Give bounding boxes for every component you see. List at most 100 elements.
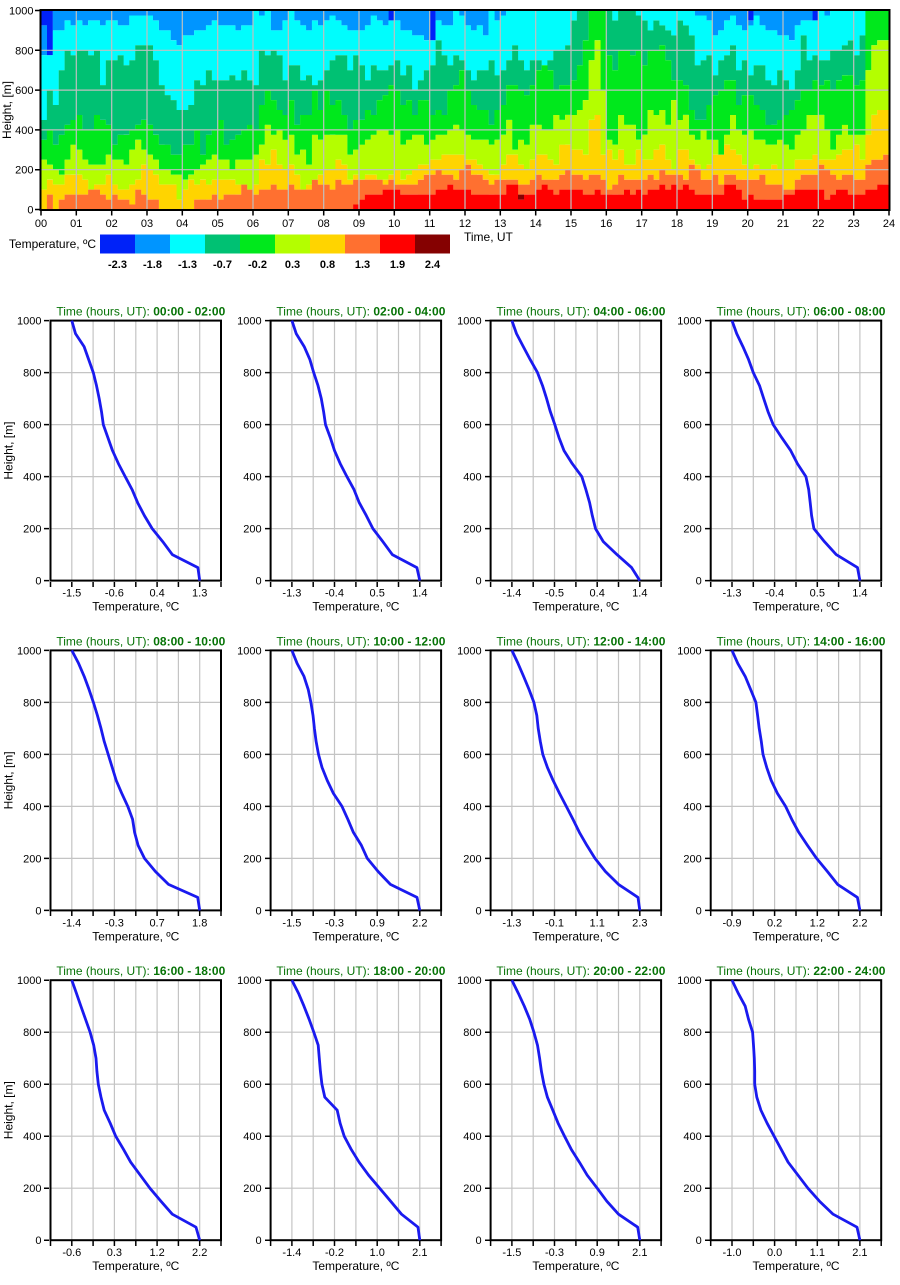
svg-text:200: 200 [683,524,701,536]
svg-text:1000: 1000 [17,975,41,987]
svg-text:400: 400 [243,1131,261,1143]
svg-text:-1.4: -1.4 [62,917,81,929]
svg-text:03: 03 [141,218,153,230]
svg-text:Temperature, ºC: Temperature, ºC [92,600,179,614]
svg-text:-2.3: -2.3 [108,259,127,271]
svg-text:Height, [m]: Height, [m] [2,1081,16,1139]
svg-text:1.2: 1.2 [149,1247,164,1259]
svg-text:Time (hours, UT): 12:00 - 14:0: Time (hours, UT): 12:00 - 14:00 [496,634,665,648]
svg-text:1.4: 1.4 [852,588,867,600]
svg-text:600: 600 [23,420,41,432]
svg-text:200: 200 [243,1183,261,1195]
svg-text:400: 400 [683,1131,701,1143]
svg-text:09: 09 [353,218,365,230]
svg-text:0.3: 0.3 [285,259,300,271]
svg-text:Time, UT: Time, UT [464,230,514,244]
svg-text:400: 400 [23,801,41,813]
svg-text:Height, [m]: Height, [m] [2,751,16,809]
svg-text:00: 00 [35,218,47,230]
svg-text:0: 0 [475,905,481,917]
svg-text:Temperature, ºC: Temperature, ºC [312,929,399,943]
svg-text:07: 07 [282,218,294,230]
svg-text:Temperature, ºC: Temperature, ºC [752,1259,839,1273]
svg-text:-0.4: -0.4 [325,588,344,600]
svg-text:200: 200 [15,165,33,177]
svg-text:0.4: 0.4 [149,588,164,600]
svg-text:-0.2: -0.2 [325,1247,344,1259]
svg-text:400: 400 [463,472,481,484]
svg-text:1000: 1000 [17,316,41,328]
svg-text:Temperature, ºC: Temperature, ºC [752,929,839,943]
svg-text:1.0: 1.0 [370,1247,385,1259]
svg-text:800: 800 [463,1027,481,1039]
svg-text:2.1: 2.1 [852,1247,867,1259]
svg-text:600: 600 [463,749,481,761]
svg-text:23: 23 [848,218,860,230]
svg-text:0: 0 [696,1235,702,1247]
svg-text:0: 0 [255,1235,261,1247]
svg-text:22: 22 [812,218,824,230]
svg-text:Height, [m]: Height, [m] [2,422,16,480]
svg-text:2.4: 2.4 [425,259,441,271]
svg-text:0: 0 [35,576,41,588]
svg-text:0.7: 0.7 [149,917,164,929]
svg-text:1000: 1000 [237,975,261,987]
svg-text:800: 800 [243,368,261,380]
svg-text:Time (hours, UT): 10:00 - 12:0: Time (hours, UT): 10:00 - 12:00 [276,634,445,648]
svg-text:Time (hours, UT): 18:00 - 20:0: Time (hours, UT): 18:00 - 20:00 [276,964,445,978]
svg-text:200: 200 [683,853,701,865]
svg-text:200: 200 [243,524,261,536]
svg-text:-1.0: -1.0 [723,1247,742,1259]
svg-text:21: 21 [777,218,789,230]
svg-text:600: 600 [683,749,701,761]
svg-text:1.4: 1.4 [412,588,427,600]
svg-text:20: 20 [742,218,754,230]
svg-text:1.1: 1.1 [810,1247,825,1259]
svg-text:2.2: 2.2 [852,917,867,929]
svg-text:400: 400 [463,1131,481,1143]
svg-text:-1.4: -1.4 [282,1247,301,1259]
svg-text:2.1: 2.1 [632,1247,647,1259]
svg-text:Temperature, ºC: Temperature, ºC [532,600,619,614]
svg-text:800: 800 [23,697,41,709]
svg-text:0: 0 [35,905,41,917]
svg-text:12: 12 [459,218,471,230]
svg-text:0: 0 [35,1235,41,1247]
svg-text:1.2: 1.2 [810,917,825,929]
svg-text:Temperature, ºC: Temperature, ºC [9,237,96,251]
svg-text:24: 24 [883,218,895,230]
svg-text:04: 04 [176,218,188,230]
svg-text:-1.3: -1.3 [502,917,521,929]
svg-text:05: 05 [212,218,224,230]
svg-text:600: 600 [243,749,261,761]
svg-text:0: 0 [255,905,261,917]
svg-text:0.4: 0.4 [590,588,605,600]
svg-text:1000: 1000 [677,975,701,987]
svg-text:800: 800 [463,697,481,709]
svg-text:0.9: 0.9 [590,1247,605,1259]
svg-text:Time (hours, UT): 00:00 - 02:0: Time (hours, UT): 00:00 - 02:00 [56,305,225,319]
svg-text:-0.1: -0.1 [545,917,564,929]
svg-text:-1.4: -1.4 [502,588,521,600]
svg-text:0: 0 [27,205,33,217]
svg-text:800: 800 [243,1027,261,1039]
svg-text:-0.7: -0.7 [213,259,232,271]
svg-text:Temperature, ºC: Temperature, ºC [312,1259,399,1273]
svg-text:1000: 1000 [237,645,261,657]
svg-text:0: 0 [475,1235,481,1247]
svg-text:400: 400 [463,801,481,813]
svg-text:19: 19 [706,218,718,230]
svg-text:600: 600 [23,1079,41,1091]
svg-text:0: 0 [475,576,481,588]
svg-text:02: 02 [106,218,118,230]
svg-text:0: 0 [696,905,702,917]
svg-text:Temperature, ºC: Temperature, ºC [752,600,839,614]
svg-text:0: 0 [696,576,702,588]
svg-text:Temperature, ºC: Temperature, ºC [92,929,179,943]
svg-text:18: 18 [671,218,683,230]
svg-text:600: 600 [243,1079,261,1091]
svg-text:600: 600 [243,420,261,432]
svg-text:600: 600 [23,749,41,761]
svg-text:1.4: 1.4 [632,588,647,600]
svg-text:-1.5: -1.5 [282,917,301,929]
